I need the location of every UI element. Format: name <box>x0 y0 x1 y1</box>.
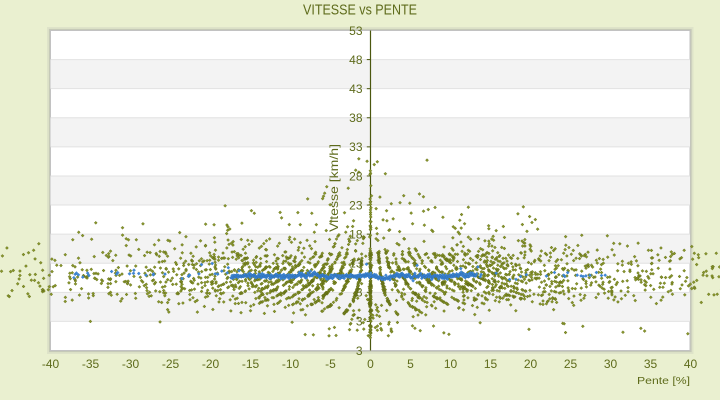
svg-text:-35: -35 <box>82 357 100 371</box>
svg-text:0: 0 <box>367 357 374 371</box>
svg-text:10: 10 <box>444 357 458 371</box>
svg-text:5: 5 <box>407 357 414 371</box>
svg-text:-10: -10 <box>282 357 300 371</box>
svg-text:-30: -30 <box>122 357 140 371</box>
svg-text:43: 43 <box>349 82 363 96</box>
svg-text:30: 30 <box>604 357 618 371</box>
svg-text:-40: -40 <box>42 357 60 371</box>
svg-text:-15: -15 <box>242 357 260 371</box>
svg-text:40: 40 <box>684 357 698 371</box>
svg-text:8: 8 <box>356 286 363 300</box>
svg-text:13: 13 <box>349 257 363 271</box>
svg-text:18: 18 <box>349 227 363 241</box>
svg-text:Pente [%]: Pente [%] <box>637 375 690 387</box>
svg-text:28: 28 <box>349 169 363 183</box>
svg-text:20: 20 <box>524 357 538 371</box>
svg-text:48: 48 <box>349 53 363 67</box>
svg-text:35: 35 <box>644 357 658 371</box>
svg-text:-25: -25 <box>162 357 180 371</box>
svg-text:23: 23 <box>349 198 363 212</box>
svg-text:VITESSE vs PENTE: VITESSE vs PENTE <box>303 3 417 19</box>
svg-text:38: 38 <box>349 111 363 125</box>
svg-text:15: 15 <box>484 357 498 371</box>
svg-text:-20: -20 <box>202 357 220 371</box>
svg-text:3: 3 <box>356 315 363 329</box>
svg-text:33: 33 <box>349 140 363 154</box>
svg-text:3: 3 <box>356 344 363 358</box>
svg-text:-5: -5 <box>325 357 336 371</box>
svg-text:53: 53 <box>349 24 363 38</box>
svg-text:25: 25 <box>564 357 578 371</box>
svg-text:Vitesse [km/h]: Vitesse [km/h] <box>327 144 341 232</box>
